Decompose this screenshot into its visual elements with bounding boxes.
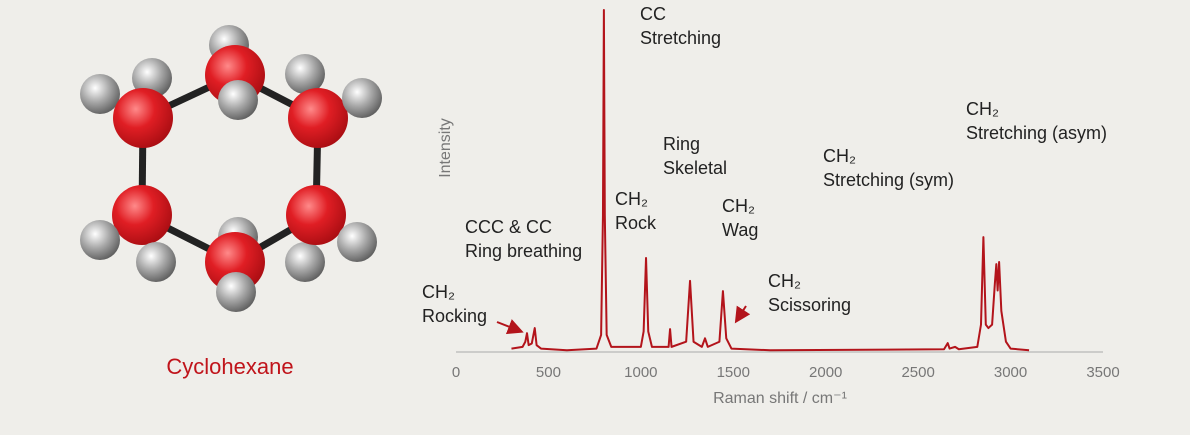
annotation: Ring breathing (465, 241, 582, 261)
x-axis-title: Raman shift / cm⁻¹ (713, 390, 847, 407)
x-tick-label: 3500 (1086, 364, 1119, 381)
molecule-label: Cyclohexane (166, 354, 293, 379)
y-axis-title: Intensity (437, 118, 454, 178)
annotation: Stretching (sym) (823, 170, 954, 190)
annotation: CH₂ (722, 196, 755, 216)
x-tick-label: 1500 (717, 364, 750, 381)
annotation: Skeletal (663, 158, 727, 178)
annotation: Rock (615, 213, 657, 233)
annotation: CC (640, 4, 666, 24)
annotation: Rocking (422, 306, 487, 326)
molecule (80, 25, 382, 312)
x-tick-label: 2000 (809, 364, 842, 381)
x-tick-label: 500 (536, 364, 561, 381)
annotation: CCC & CC (465, 217, 552, 237)
annotation: CH₂ (615, 189, 648, 209)
spectrum-line (511, 9, 1030, 352)
annotation: CH₂ (768, 271, 801, 291)
x-tick-label: 2500 (901, 364, 934, 381)
x-tick-label: 1000 (624, 364, 657, 381)
x-tick-label: 0 (452, 364, 460, 381)
annotation: Wag (722, 220, 758, 240)
annotation: CH₂ (422, 282, 455, 302)
annotation: Scissoring (768, 295, 851, 315)
hydrogens-front (80, 78, 382, 312)
x-tick-label: 3000 (994, 364, 1027, 381)
annotation: CH₂ (823, 146, 856, 166)
arrow (496, 319, 524, 335)
annotation: CH₂ (966, 99, 999, 119)
annotation: Ring (663, 134, 700, 154)
arrow (734, 305, 751, 324)
annotation: Stretching (asym) (966, 123, 1107, 143)
annotation: Stretching (640, 28, 721, 48)
